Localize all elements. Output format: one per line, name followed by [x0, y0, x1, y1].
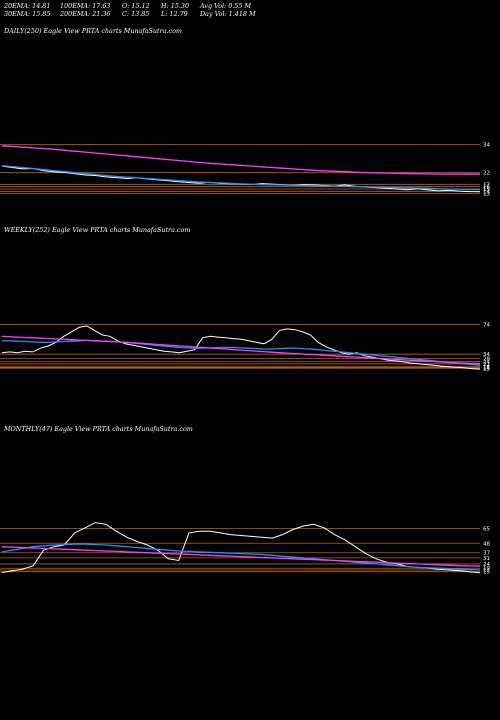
- low-label: L: 12.79: [161, 10, 188, 18]
- day-vol-label: Day Vol: 1.418 M: [200, 10, 256, 18]
- weekly-price-label: 24: [483, 360, 490, 366]
- weekly-price-label: 21: [483, 362, 490, 368]
- daily-ema-long-line: [1, 145, 480, 175]
- weekly-price-line: [1, 325, 481, 370]
- daily-price-label: 13: [483, 192, 490, 198]
- weekly-price-label: 17: [483, 365, 490, 371]
- monthly-price-label: 17: [483, 568, 490, 574]
- daily-price-label: 16: [483, 185, 490, 191]
- monthly-ema-long-line: [1, 546, 481, 567]
- monthly-price-label: 19: [483, 566, 490, 572]
- open-label: O: 15.12: [122, 2, 150, 10]
- weekly-price-label: 15: [483, 366, 490, 372]
- ema200-label: 200EMA: 21.36: [60, 10, 111, 18]
- weekly-chart-title: WEEKLY(252) Eagle View PRTA charts Munaf…: [4, 226, 191, 234]
- weekly-price-label: 74: [483, 322, 490, 328]
- weekly-price-label: 16: [483, 366, 490, 372]
- weekly-price-label: 34: [483, 352, 490, 358]
- daily-price-label: 22: [483, 171, 490, 177]
- avg-vol-label: Avg Vol: 0.55 M: [200, 2, 251, 10]
- daily-price-label: 14: [483, 189, 490, 195]
- weekly-price-label: 28: [483, 357, 490, 363]
- monthly-ema-short-line: [1, 543, 481, 571]
- weekly-ema-long-line: [1, 335, 481, 365]
- close-label: C: 13.85: [122, 10, 150, 18]
- monthly-price-label: 37: [483, 551, 490, 557]
- daily-price-label: 17: [483, 182, 490, 188]
- daily-price-label: 34: [483, 143, 490, 149]
- monthly-price-label: 15: [483, 570, 490, 576]
- monthly-price-line: [1, 522, 481, 574]
- monthly-chart-title: MONTHLY(47) Eagle View PRTA charts Munaf…: [4, 425, 193, 433]
- monthly-price-label: 48: [483, 541, 490, 547]
- daily-price-label: 15: [483, 187, 490, 193]
- daily-ema-short-line: [1, 165, 481, 191]
- monthly-price-label: 65: [483, 527, 490, 533]
- ema30-label: 30EMA: 15.85: [4, 10, 51, 18]
- monthly-price-label: 31: [483, 556, 490, 562]
- ema100-label: 100EMA: 17.63: [60, 2, 111, 10]
- monthly-price-label: 24: [483, 562, 490, 568]
- daily-chart-title: DAILY(250) Eagle View PRTA charts Munafa…: [4, 27, 182, 35]
- high-label: H: 15.30: [161, 2, 190, 10]
- ema20-label: 20EMA: 14.81: [4, 2, 51, 10]
